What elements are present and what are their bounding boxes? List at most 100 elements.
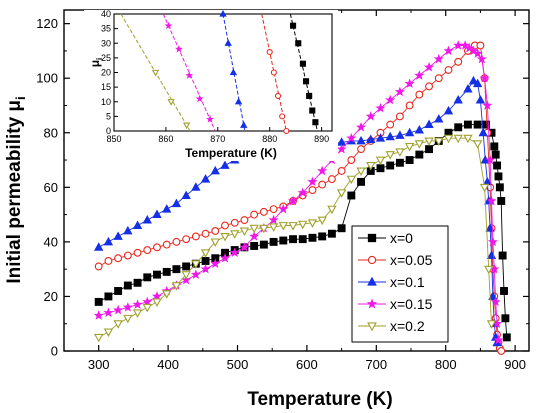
data-point <box>152 298 162 307</box>
data-point <box>191 260 201 269</box>
data-point <box>113 304 124 315</box>
data-point <box>317 165 328 176</box>
data-point <box>414 70 425 80</box>
data-point <box>239 242 250 252</box>
data-point <box>347 191 356 200</box>
data-point <box>142 215 152 224</box>
inset-y-tick-label: 30 <box>101 38 111 48</box>
y-tick-label: 0 <box>51 344 58 359</box>
inset-data-point <box>164 21 173 30</box>
inset-data-point <box>167 99 175 106</box>
data-point <box>220 252 231 263</box>
data-point <box>172 237 181 246</box>
inset-data-point <box>266 48 273 56</box>
legend-label: x=0.2 <box>390 318 425 334</box>
data-point <box>376 164 385 173</box>
data-point <box>488 291 498 300</box>
y-tick-label: 100 <box>36 71 58 86</box>
data-point <box>259 224 269 234</box>
data-point <box>395 148 405 157</box>
data-point <box>308 233 317 242</box>
data-point <box>479 72 490 83</box>
data-point <box>132 220 143 229</box>
inset-data-point <box>182 122 191 130</box>
data-point <box>200 174 211 183</box>
data-point <box>347 156 356 164</box>
data-point <box>152 209 162 219</box>
data-point <box>143 246 152 255</box>
inset-frame <box>113 13 333 132</box>
data-point <box>327 175 336 184</box>
data-point <box>172 265 181 274</box>
data-point <box>103 328 114 337</box>
data-point <box>484 265 494 275</box>
inset-data-point <box>299 60 306 67</box>
data-point <box>259 240 268 249</box>
data-point <box>493 334 504 345</box>
inset-y-tick-label: 0 <box>106 126 111 136</box>
inset-data-point <box>229 68 238 76</box>
data-point <box>269 205 278 214</box>
data-point <box>404 78 415 88</box>
data-point <box>434 74 443 83</box>
data-point <box>395 112 404 121</box>
data-point <box>317 216 327 226</box>
legend-item: x=0.05 <box>358 252 433 268</box>
data-point <box>464 42 475 53</box>
data-point <box>415 150 424 159</box>
data-point <box>424 62 435 72</box>
x-tick-label: 800 <box>435 357 457 372</box>
data-point <box>425 145 434 154</box>
data-point <box>443 45 454 56</box>
data-point <box>94 297 103 306</box>
data-point <box>307 219 318 228</box>
inset-data-point <box>224 39 232 46</box>
data-point <box>298 220 308 230</box>
data-point <box>415 90 424 99</box>
x-tick-label: 300 <box>88 357 110 372</box>
data-point <box>356 167 366 177</box>
data-point <box>210 238 220 247</box>
inset-data-point <box>283 127 290 135</box>
series-line <box>98 45 499 341</box>
data-point <box>468 45 479 56</box>
data-point <box>498 251 507 260</box>
data-point <box>500 287 508 295</box>
data-point <box>490 296 501 307</box>
data-point <box>404 127 415 137</box>
data-point <box>476 41 485 50</box>
legend-item: x=0 <box>358 230 413 246</box>
y-tick-label: 120 <box>36 16 58 31</box>
data-point <box>395 130 405 139</box>
data-point <box>404 142 415 152</box>
data-point <box>454 123 463 132</box>
data-point <box>490 142 499 151</box>
data-point <box>318 232 327 241</box>
data-point <box>240 216 249 225</box>
x-tick-label: 900 <box>504 357 526 372</box>
data-point <box>250 242 259 250</box>
inset-x-tick-label: 860 <box>158 134 173 144</box>
data-point <box>463 120 472 129</box>
data-point <box>476 53 487 64</box>
data-point <box>278 203 289 214</box>
data-point <box>501 314 510 323</box>
data-point <box>94 242 104 251</box>
inset-y-tick-label: 10 <box>101 97 111 107</box>
data-point <box>375 102 386 113</box>
data-point <box>133 248 142 257</box>
inset-data-point <box>295 40 302 47</box>
data-point <box>502 333 511 342</box>
inset-data-point <box>312 119 319 126</box>
data-point <box>493 161 502 170</box>
data-point <box>162 240 171 249</box>
data-point <box>230 218 239 227</box>
data-point <box>482 100 493 110</box>
legend-label: x=0.1 <box>390 274 425 290</box>
data-point <box>356 122 367 132</box>
data-point <box>221 221 229 230</box>
data-point <box>405 101 414 110</box>
data-point <box>472 78 483 88</box>
